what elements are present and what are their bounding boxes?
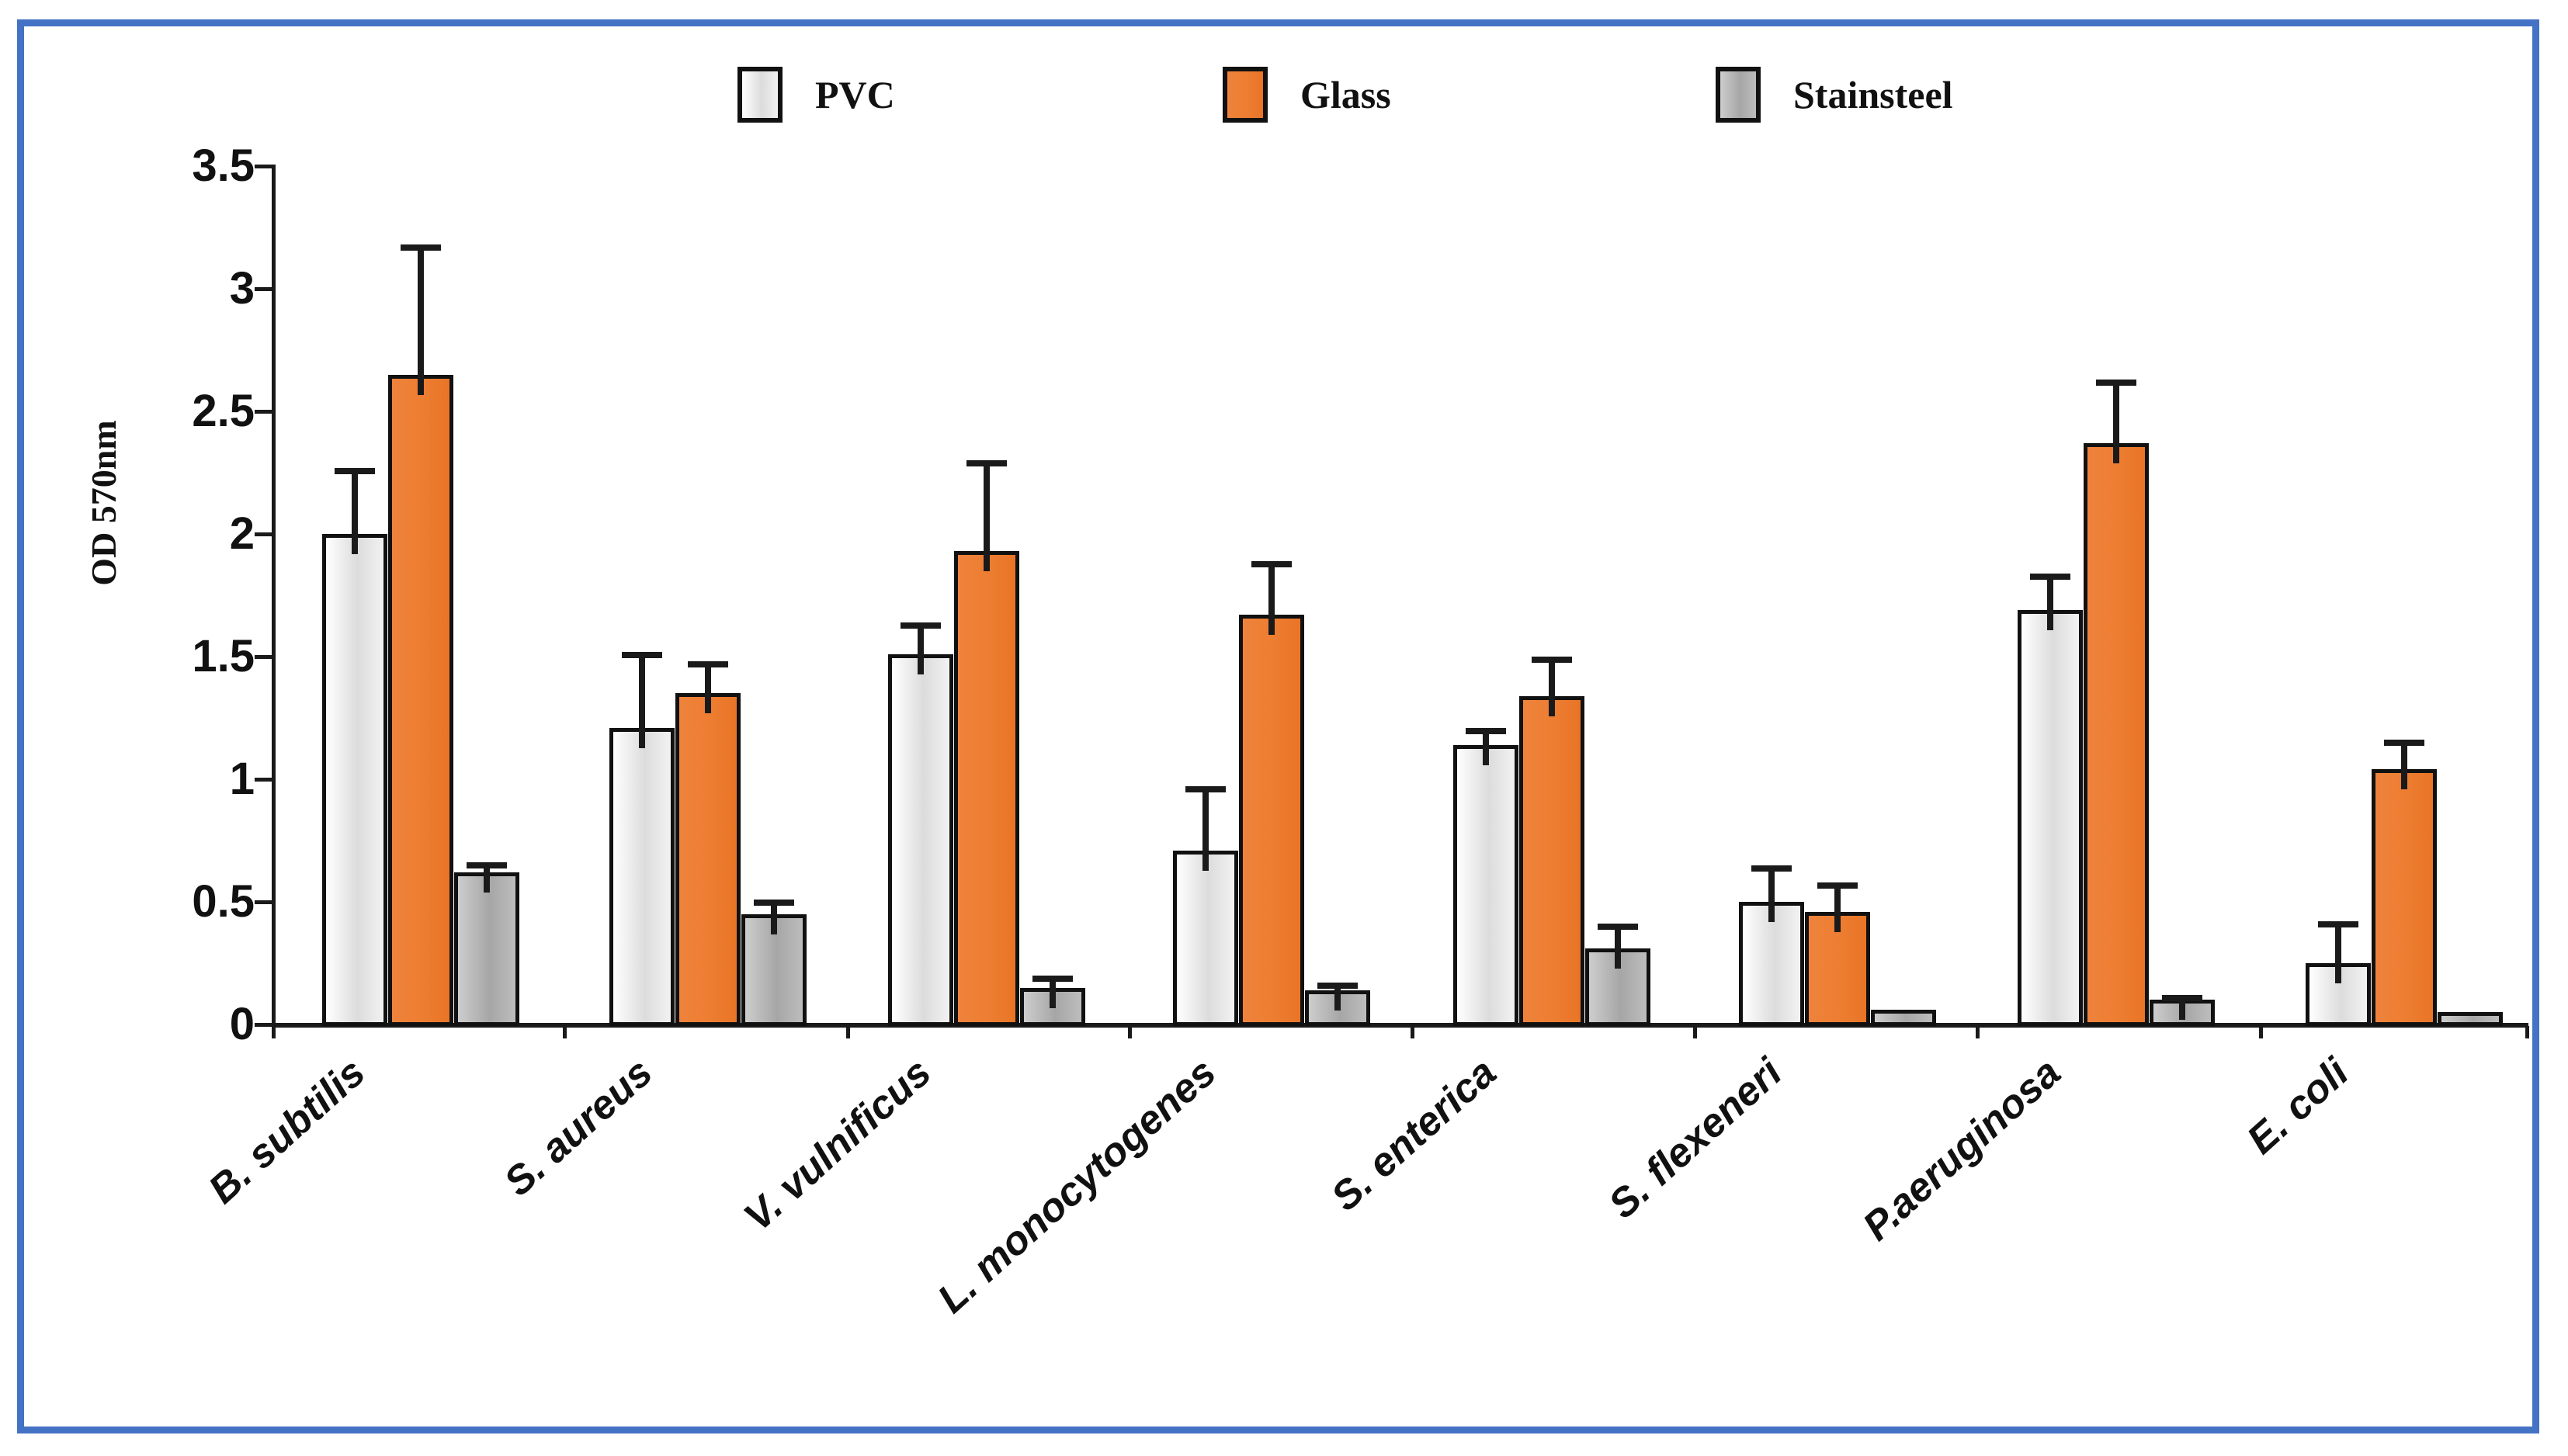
error-bar-cap bbox=[1317, 983, 1358, 989]
y-tick bbox=[255, 410, 273, 414]
bar-glass bbox=[1239, 615, 1304, 1026]
y-tick-label: 3.5 bbox=[192, 140, 255, 191]
error-bar-stem bbox=[418, 244, 424, 395]
y-tick-label: 1.5 bbox=[192, 631, 255, 681]
x-tick bbox=[2525, 1026, 2529, 1038]
x-tick bbox=[1411, 1026, 1414, 1038]
y-tick-label: 0 bbox=[229, 999, 255, 1049]
error-bar-cap bbox=[688, 661, 728, 667]
error-bar-stem bbox=[705, 661, 711, 713]
legend-item-stainsteel: Stainsteel bbox=[1716, 67, 1953, 123]
error-bar-cap bbox=[467, 862, 507, 868]
error-bar-stem bbox=[1334, 983, 1341, 1011]
legend-item-pvc: PVC bbox=[737, 67, 895, 123]
legend-item-glass: Glass bbox=[1223, 67, 1391, 123]
bar-glass bbox=[675, 693, 741, 1026]
x-tick bbox=[846, 1026, 850, 1038]
legend-label: Stainsteel bbox=[1793, 73, 1953, 116]
bar-glass bbox=[2084, 443, 2149, 1026]
y-tick bbox=[255, 900, 273, 904]
bar-glass bbox=[954, 551, 1019, 1026]
bar-pvc bbox=[1453, 745, 1518, 1026]
error-bar-stem bbox=[1202, 786, 1209, 871]
y-tick-label: 2 bbox=[229, 508, 255, 559]
x-tick bbox=[1128, 1026, 1132, 1038]
y-tick bbox=[255, 165, 273, 168]
bar-glass bbox=[388, 375, 453, 1026]
error-bar-cap bbox=[1466, 728, 1506, 734]
error-bar-cap bbox=[335, 468, 375, 474]
error-bar-stem bbox=[2113, 380, 2119, 463]
error-bar-cap bbox=[2096, 380, 2136, 386]
error-bar-cap bbox=[1185, 786, 1226, 792]
y-axis-line bbox=[272, 165, 276, 1028]
legend-swatch-glass bbox=[1223, 67, 1268, 123]
bar-stainsteel bbox=[2438, 1012, 2503, 1026]
error-bar-stem bbox=[2401, 740, 2407, 789]
y-tick bbox=[255, 287, 273, 291]
x-tick bbox=[2259, 1026, 2263, 1038]
error-bar-cap bbox=[966, 460, 1007, 466]
error-bar-stem bbox=[1615, 924, 1621, 969]
bar-stainsteel bbox=[454, 872, 519, 1026]
error-bar-cap bbox=[2030, 574, 2070, 580]
error-bar-stem bbox=[1834, 882, 1841, 932]
y-tick bbox=[255, 778, 273, 782]
x-tick bbox=[272, 1026, 276, 1038]
error-bar-stem bbox=[352, 468, 358, 554]
legend-swatch-pvc bbox=[737, 67, 783, 123]
y-tick-label: 2.5 bbox=[192, 386, 255, 436]
bar-pvc bbox=[609, 728, 675, 1026]
bar-stainsteel bbox=[1871, 1010, 1936, 1026]
x-axis-line bbox=[272, 1023, 2528, 1028]
error-bar-cap bbox=[2162, 995, 2202, 1001]
error-bar-cap bbox=[1817, 882, 1858, 889]
y-tick bbox=[255, 655, 273, 659]
error-bar-stem bbox=[1050, 976, 1056, 1008]
bar-stainsteel bbox=[741, 914, 807, 1026]
legend-swatch-stainsteel bbox=[1716, 67, 1761, 123]
error-bar-stem bbox=[771, 900, 777, 934]
x-tick bbox=[1693, 1026, 1697, 1038]
error-bar-cap bbox=[1251, 561, 1292, 567]
error-bar-stem bbox=[2047, 574, 2053, 630]
y-tick-label: 0.5 bbox=[192, 876, 255, 927]
error-bar-stem bbox=[2335, 921, 2341, 983]
error-bar-stem bbox=[1549, 657, 1555, 716]
error-bar-cap bbox=[2384, 740, 2424, 746]
error-bar-cap bbox=[1598, 924, 1638, 930]
error-bar-stem bbox=[2179, 995, 2185, 1020]
error-bar-cap bbox=[1032, 976, 1073, 982]
figure-border-frame bbox=[17, 19, 2539, 1433]
bar-pvc bbox=[888, 654, 953, 1026]
y-tick bbox=[255, 532, 273, 536]
legend-label: PVC bbox=[815, 73, 895, 116]
error-bar-stem bbox=[1768, 865, 1775, 922]
error-bar-stem bbox=[1483, 728, 1489, 765]
error-bar-stem bbox=[1268, 561, 1275, 635]
error-bar-cap bbox=[1751, 865, 1792, 872]
y-tick-label: 3 bbox=[229, 263, 255, 314]
error-bar-cap bbox=[754, 900, 794, 906]
error-bar-stem bbox=[639, 652, 645, 748]
y-tick-label: 1 bbox=[229, 754, 255, 804]
error-bar-stem bbox=[918, 622, 924, 674]
bar-glass bbox=[1519, 696, 1584, 1026]
x-tick bbox=[1976, 1026, 1980, 1038]
error-bar-stem bbox=[984, 460, 990, 571]
error-bar-cap bbox=[901, 622, 941, 629]
error-bar-cap bbox=[1532, 657, 1572, 663]
legend-label: Glass bbox=[1300, 73, 1391, 116]
bar-pvc bbox=[322, 534, 387, 1026]
bar-pvc bbox=[2018, 610, 2083, 1026]
bar-pvc bbox=[1173, 851, 1238, 1026]
bar-glass bbox=[2372, 769, 2437, 1026]
y-tick bbox=[255, 1023, 273, 1027]
error-bar-cap bbox=[401, 244, 441, 251]
error-bar-cap bbox=[622, 652, 662, 658]
error-bar-cap bbox=[2318, 921, 2358, 927]
error-bar-stem bbox=[484, 862, 490, 893]
x-tick bbox=[563, 1026, 567, 1038]
